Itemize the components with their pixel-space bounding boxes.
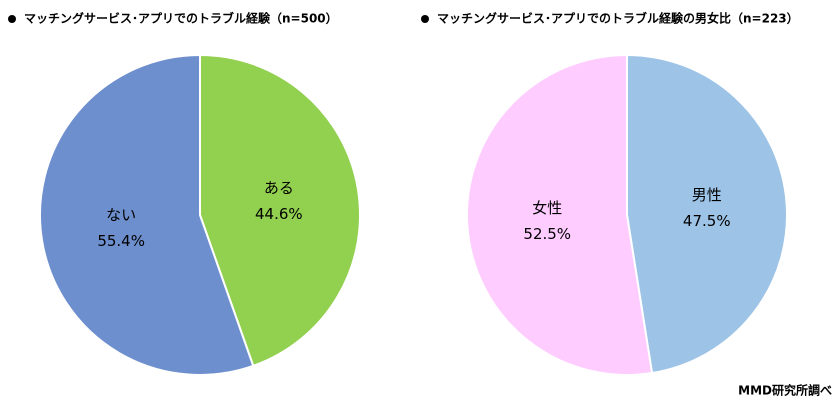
value-label: 55.4% (97, 232, 145, 250)
bullet (8, 15, 16, 23)
pie-slice (626, 53, 788, 375)
slice-label: ある (264, 179, 294, 197)
pie-slice (199, 53, 361, 368)
bullet (421, 15, 429, 23)
slice-label: ない (106, 206, 136, 224)
pie-slice (39, 53, 255, 376)
pie-slice (466, 53, 654, 376)
value-label: 47.5% (683, 212, 731, 230)
source: MMD研究所調べ (738, 383, 832, 398)
value-label: 52.5% (523, 225, 571, 243)
slice-label: 男性 (692, 186, 722, 204)
value-label: 44.6% (255, 205, 303, 223)
chart-title: マッチングサービス･アプリでのトラブル経験の男女比（n=223） (437, 11, 799, 26)
chart-title: マッチングサービス･アプリでのトラブル経験（n=500） (24, 11, 338, 26)
slice-label: 女性 (532, 199, 562, 217)
